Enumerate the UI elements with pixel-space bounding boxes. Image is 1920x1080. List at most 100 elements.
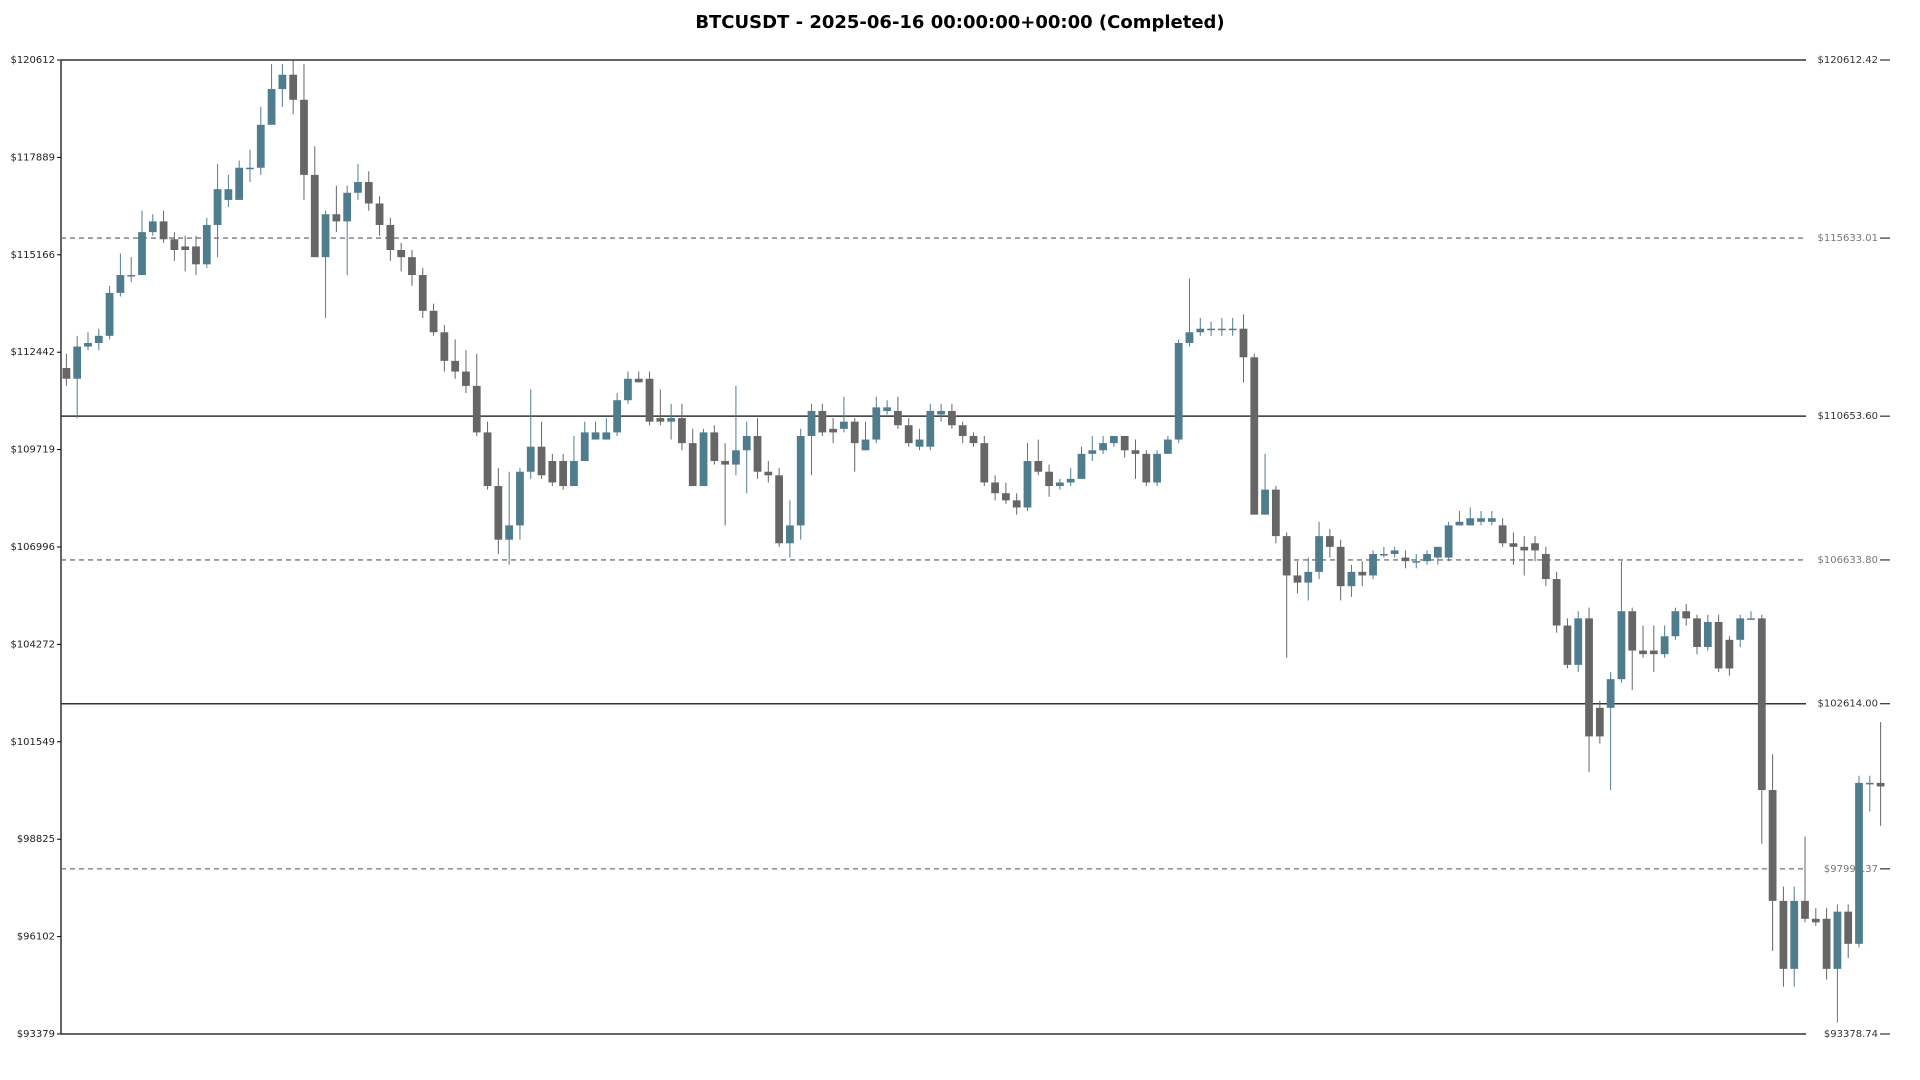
candle-body (1401, 557, 1410, 562)
candle-body (289, 74, 298, 100)
candle-body (980, 443, 989, 483)
candle-body (1822, 918, 1831, 969)
candle-body (699, 432, 708, 487)
candle-body (1628, 611, 1637, 651)
candle-body (667, 418, 676, 422)
candle-body (915, 439, 924, 447)
candle-body (721, 461, 730, 465)
candle-body (872, 407, 881, 440)
candle-body (1639, 650, 1647, 655)
candle-body (1261, 489, 1269, 515)
candle-body (1876, 782, 1885, 787)
candle-body (710, 432, 719, 462)
candle-body (105, 292, 114, 336)
candle-body (548, 461, 557, 483)
candle-body (1293, 575, 1302, 583)
candle-body (1855, 782, 1863, 944)
candle-body (483, 432, 492, 487)
candle-body (364, 182, 373, 204)
candle-body (1056, 482, 1064, 487)
y-tick-label: $101549 (10, 737, 55, 748)
chart-title: BTCUSDT - 2025-06-16 00:00:00+00:00 (Com… (695, 12, 1224, 33)
candle-body (1541, 553, 1550, 580)
candle-body (472, 385, 481, 433)
candle-body (537, 446, 546, 476)
candle-body (278, 74, 287, 90)
candle-body (235, 167, 244, 200)
candle-body (1412, 561, 1421, 563)
candle-body (310, 174, 319, 258)
candle-body (796, 435, 805, 526)
candle-body (1196, 328, 1205, 333)
candle-body (1163, 439, 1172, 454)
candle-body (786, 525, 794, 544)
candle-body (526, 446, 535, 472)
candle-body (937, 410, 945, 415)
candle-body (1563, 625, 1572, 665)
candle-body (1088, 450, 1097, 454)
candle-body (1703, 621, 1712, 647)
candle-body (948, 410, 956, 426)
candle-body (94, 335, 103, 343)
candle-body (861, 439, 870, 451)
y-tick-label: $109719 (10, 445, 55, 456)
level-label: $97996.37 (1824, 864, 1878, 875)
candle-body (246, 167, 254, 170)
level-label: $102614.00 (1818, 699, 1878, 710)
candle-body (1120, 435, 1129, 451)
candle-body (1131, 450, 1140, 454)
candle-body (1217, 328, 1226, 331)
candle-body (1325, 536, 1334, 547)
candle-body (1768, 790, 1777, 901)
level-label: $93378.74 (1824, 1029, 1878, 1040)
candle-body (1487, 518, 1496, 522)
candle-body (1747, 618, 1755, 620)
candle-body (397, 249, 406, 258)
candle-body (850, 421, 859, 444)
candle-body (462, 371, 470, 386)
candle-body (1606, 679, 1615, 708)
candle-body (1239, 328, 1248, 358)
candle-body (1012, 500, 1021, 508)
candle-body (224, 189, 233, 200)
candle-body (1142, 453, 1151, 483)
candle-body (1865, 782, 1874, 785)
candle-body (807, 410, 816, 436)
candle-body (256, 124, 265, 168)
candle-body (451, 360, 460, 372)
candle-body (170, 239, 179, 250)
candle-body (1693, 618, 1701, 647)
candle-body (602, 432, 611, 440)
candle-body (1779, 900, 1788, 969)
candle-body (1045, 471, 1053, 487)
candle-body (1757, 618, 1766, 791)
candle-body (375, 203, 384, 225)
candle-body (343, 192, 352, 222)
candle-body (429, 310, 438, 333)
candle-body (73, 346, 82, 379)
candle-body (354, 182, 362, 193)
candle-body (1228, 328, 1237, 331)
candle-body (84, 342, 92, 347)
candle-body (62, 368, 71, 379)
candle-body (1423, 553, 1431, 562)
candle-body (894, 410, 902, 426)
candle-body (818, 410, 827, 433)
candle-body (591, 432, 600, 440)
candle-body (267, 89, 276, 125)
candle-body (1509, 543, 1518, 547)
level-label: $120612.42 (1818, 55, 1878, 66)
candle-body (1736, 618, 1745, 640)
candle-body (494, 486, 503, 540)
candle-body (1109, 435, 1118, 444)
candle-body (570, 461, 578, 487)
candle-body (116, 275, 125, 293)
candle-body (656, 418, 665, 422)
candle-body (1617, 611, 1626, 680)
candle-body (1682, 611, 1691, 619)
candle-body (1433, 546, 1442, 558)
candle-body (202, 224, 211, 265)
candle-body (386, 224, 395, 250)
